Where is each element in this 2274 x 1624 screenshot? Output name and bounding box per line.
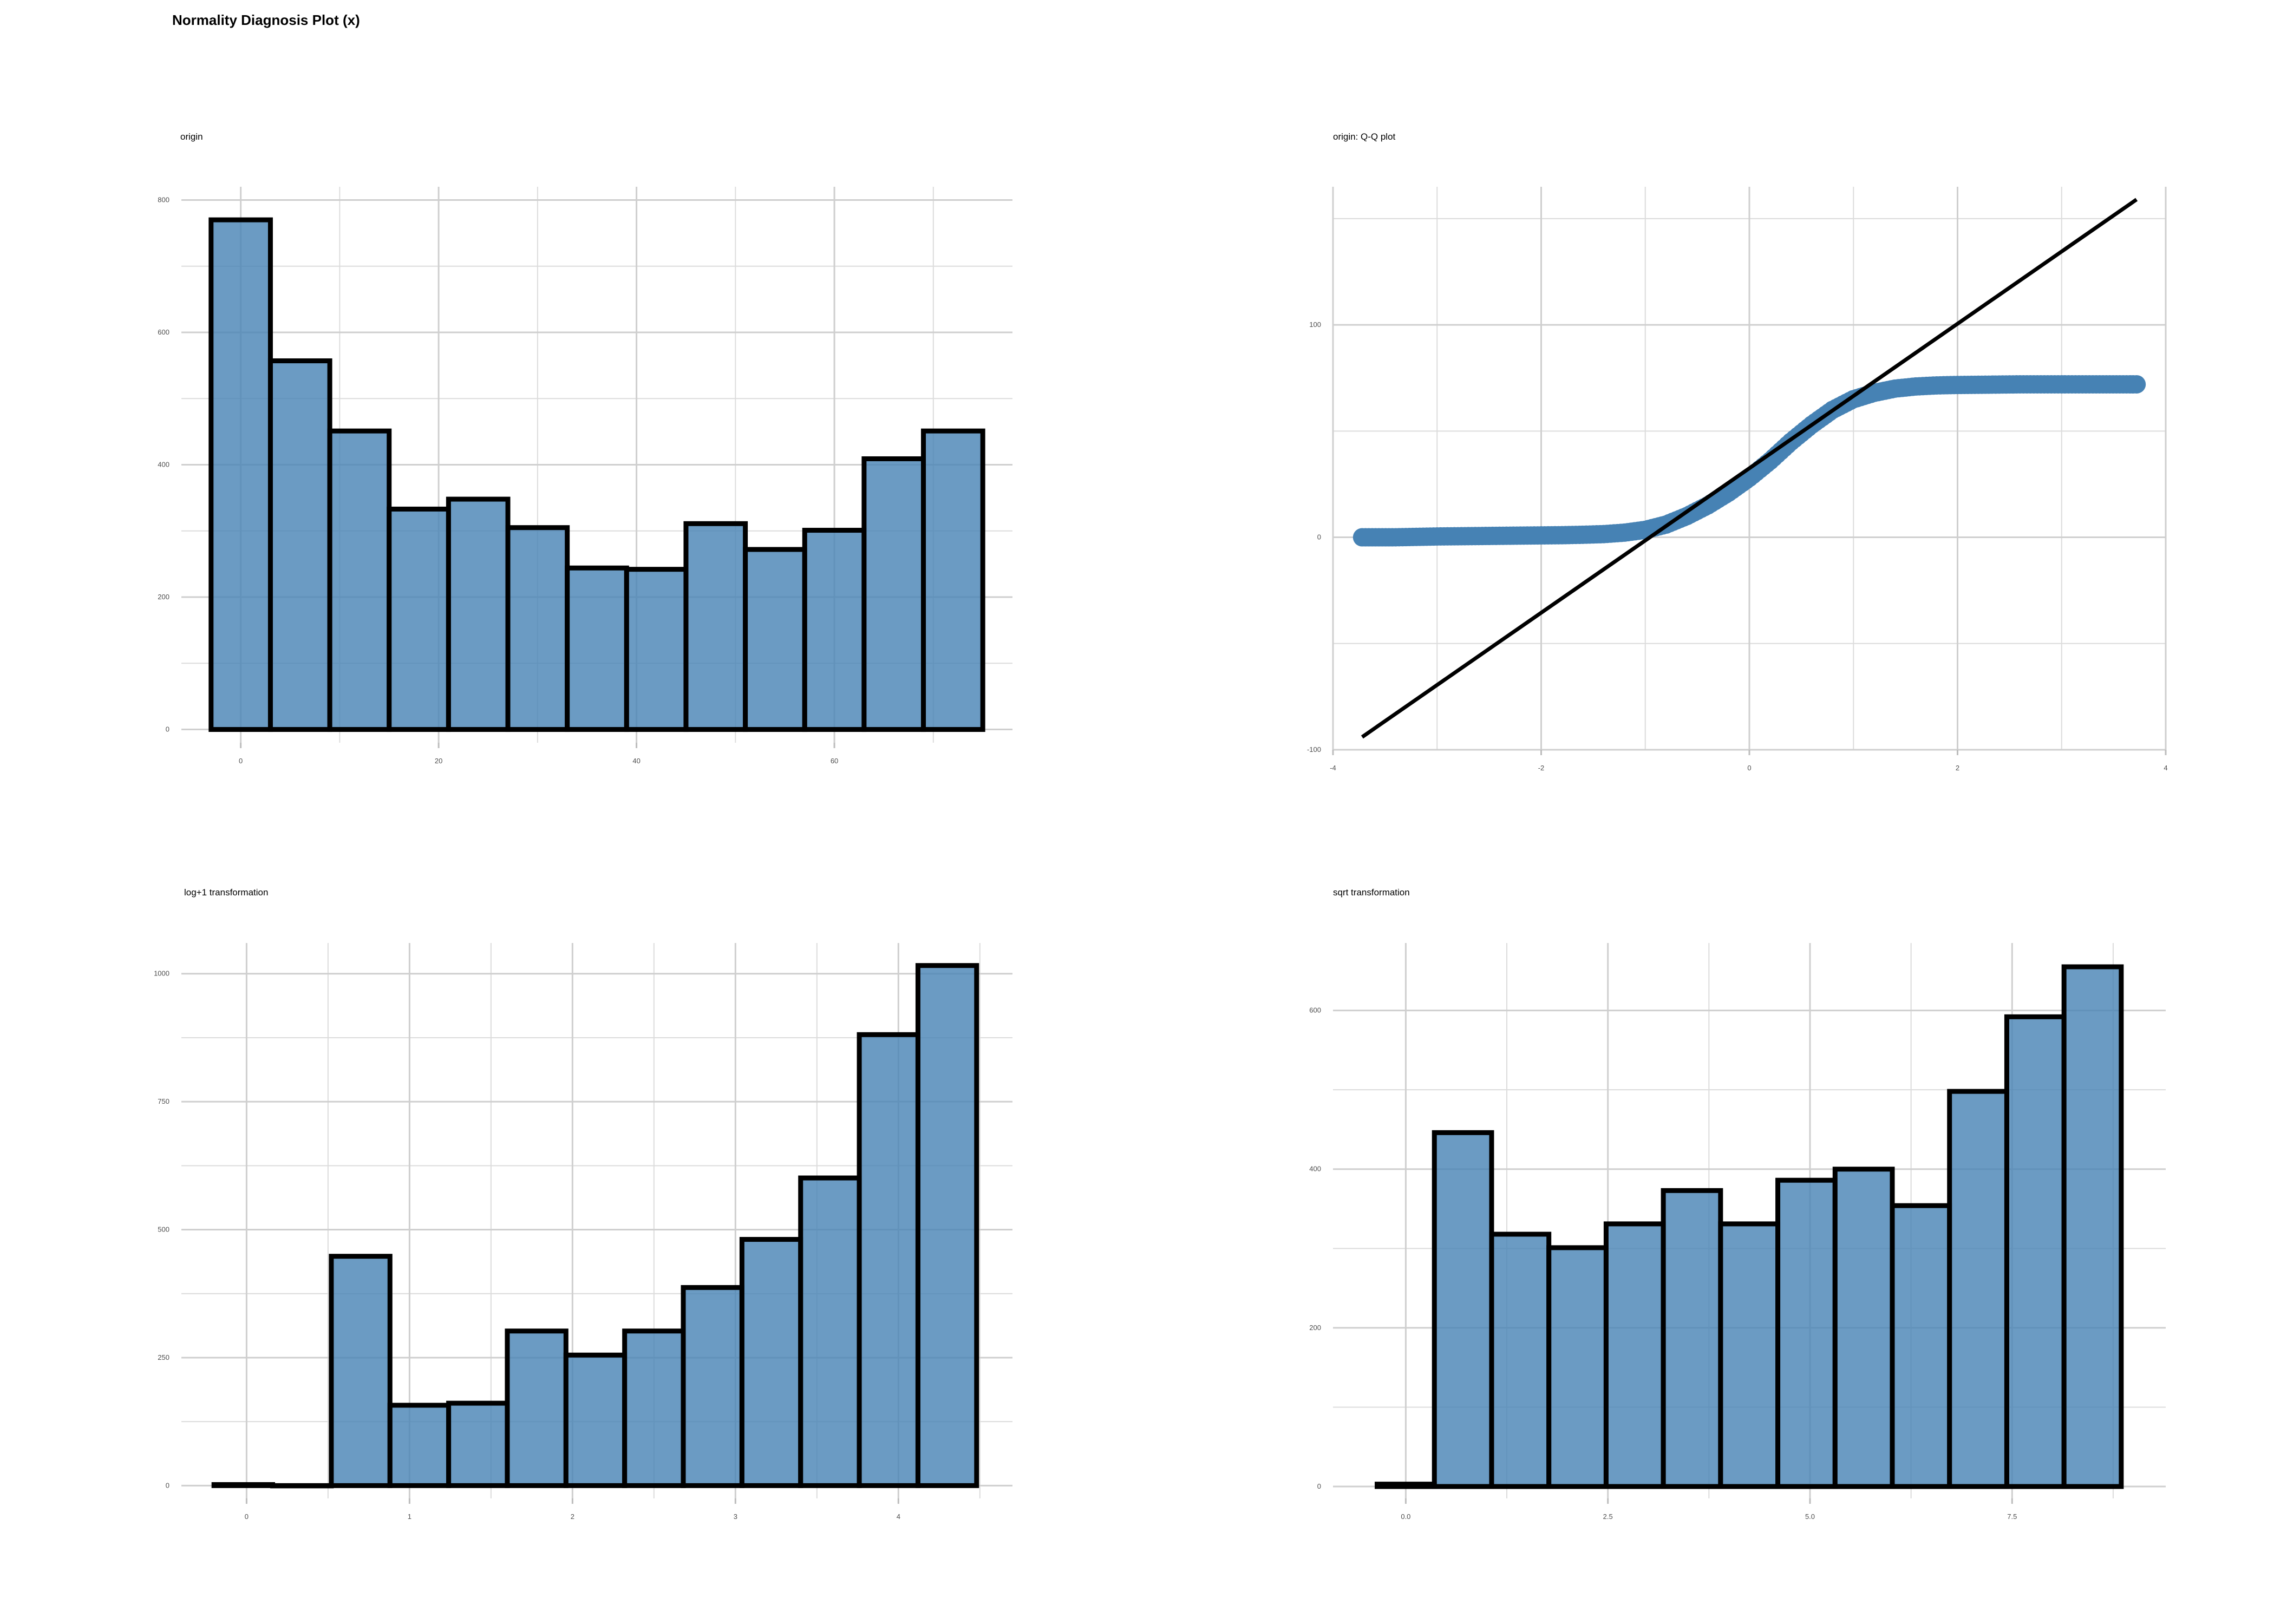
y-tick-label: 0 xyxy=(166,1481,169,1489)
x-tick-label: 60 xyxy=(831,757,838,765)
y-tick-label: 600 xyxy=(1309,1006,1321,1014)
histogram-bar xyxy=(2061,964,2124,1489)
x-tick-label: 1 xyxy=(408,1512,411,1521)
histogram-bar xyxy=(681,1285,744,1488)
histogram-bar xyxy=(211,1482,276,1488)
histogram-bar xyxy=(1775,1177,1838,1489)
histogram-bar xyxy=(1603,1221,1666,1489)
y-tick-label: 0 xyxy=(1317,533,1321,541)
histogram-bar xyxy=(861,456,926,732)
histogram-bar xyxy=(1546,1245,1609,1489)
histogram-bar xyxy=(505,1328,568,1488)
x-tick-label: 2 xyxy=(571,1512,574,1521)
histogram-bar xyxy=(329,1254,393,1488)
y-tick-label: 600 xyxy=(158,328,169,336)
histogram-bar xyxy=(857,1032,920,1488)
y-tick-label: 800 xyxy=(158,195,169,204)
histogram-bar xyxy=(270,1483,334,1489)
histogram-bar xyxy=(1718,1221,1781,1489)
x-tick-label: 0 xyxy=(245,1512,249,1521)
x-tick-label: 5.0 xyxy=(1805,1512,1815,1521)
y-tick-label: 750 xyxy=(158,1097,169,1105)
histogram-bar xyxy=(327,428,392,732)
x-tick-label: 0.0 xyxy=(1401,1512,1410,1521)
histogram-bar xyxy=(446,496,511,732)
histogram-bar xyxy=(1432,1130,1494,1489)
y-tick-label: 0 xyxy=(166,725,169,734)
y-tick-label: 250 xyxy=(158,1353,169,1361)
histogram-bar xyxy=(802,528,867,732)
histogram-bar xyxy=(563,1352,628,1488)
histogram-bar xyxy=(446,1400,510,1488)
x-tick-label: 4 xyxy=(897,1512,900,1521)
histogram-bar xyxy=(387,506,451,732)
histogram-bar xyxy=(1832,1167,1895,1489)
histogram-bar xyxy=(208,217,273,732)
panel-title-sqrt: sqrt transformation xyxy=(1333,887,1410,898)
y-tick-label: 100 xyxy=(1309,320,1321,329)
y-tick-label: -100 xyxy=(1307,745,1321,754)
y-tick-label: 400 xyxy=(1309,1165,1321,1173)
histogram-bar xyxy=(267,358,332,732)
figure-title: Normality Diagnosis Plot (x) xyxy=(172,12,360,28)
qq-reference-line xyxy=(1361,198,2138,739)
histogram-bar xyxy=(921,428,985,732)
histogram-bar xyxy=(565,565,629,732)
x-tick-label: 40 xyxy=(632,757,640,765)
x-tick-label: 2.5 xyxy=(1603,1512,1613,1521)
x-tick-label: 4 xyxy=(2164,764,2167,772)
histogram-bar xyxy=(387,1403,452,1488)
x-tick-label: 0 xyxy=(239,757,243,765)
histogram-bar xyxy=(622,1328,686,1488)
x-tick-label: 7.5 xyxy=(2007,1512,2017,1521)
histogram-bar xyxy=(624,567,689,732)
histogram-bar xyxy=(1489,1232,1552,1489)
x-tick-label: 0 xyxy=(1747,764,1751,772)
histogram-bar xyxy=(1661,1188,1723,1489)
y-tick-label: 200 xyxy=(1309,1324,1321,1332)
histogram-bar xyxy=(1375,1482,1437,1489)
x-tick-label: 20 xyxy=(435,757,442,765)
x-tick-label: -4 xyxy=(1330,764,1336,772)
histogram-bar xyxy=(1890,1203,1952,1489)
x-tick-label: 3 xyxy=(734,1512,737,1521)
histogram-bar xyxy=(683,521,748,732)
histogram-bar xyxy=(505,525,570,732)
qq-plot-panel: origin: Q-Q plot -4 -2 0 2 4 -100 0 100 xyxy=(1307,132,2168,772)
x-tick-label: 2 xyxy=(1956,764,1959,772)
panel-title-origin: origin xyxy=(180,132,203,142)
y-tick-label: 1000 xyxy=(154,970,169,978)
histogram-bar xyxy=(2004,1014,2067,1489)
y-tick-label: 200 xyxy=(158,593,169,601)
panel-title-log1p: log+1 transformation xyxy=(184,887,268,898)
histogram-bar xyxy=(739,1237,803,1488)
histogram-bar xyxy=(915,963,979,1488)
histogram-bar xyxy=(798,1175,862,1488)
qq-point xyxy=(2127,375,2146,394)
y-tick-label: 0 xyxy=(1317,1482,1321,1490)
panel-title-qq: origin: Q-Q plot xyxy=(1333,132,1396,142)
histogram-sqrt-panel: sqrt transformation 0.0 2.5 5.0 7.5 0 200 400 6… xyxy=(1309,887,2166,1521)
histogram-log1p-panel: log+1 transformation 0 1 2 3 4 0 250 500 750 1000 xyxy=(154,887,1012,1521)
histogram-bar xyxy=(1947,1089,2009,1489)
y-tick-label: 400 xyxy=(158,461,169,469)
histogram-bar xyxy=(743,547,807,732)
x-tick-label: -2 xyxy=(1538,764,1545,772)
y-tick-label: 500 xyxy=(158,1226,169,1234)
